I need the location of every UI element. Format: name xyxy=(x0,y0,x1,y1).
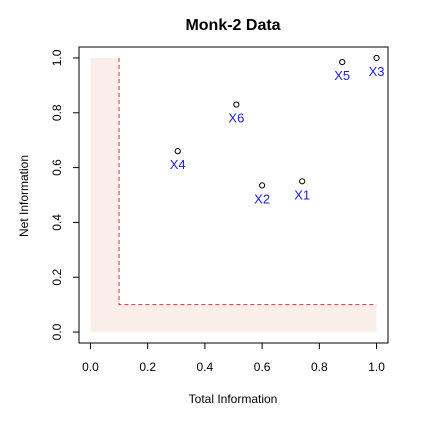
data-point xyxy=(339,58,346,66)
x-axis: 0.0 0.2 0.4 0.6 0.8 1.0 xyxy=(82,343,385,374)
data-point xyxy=(259,182,266,189)
chart-title: Monk-2 Data xyxy=(185,17,280,34)
threshold-line xyxy=(118,57,377,306)
y-tick-label: 0.0 xyxy=(50,323,64,340)
y-tick-label: 0.4 xyxy=(50,214,64,231)
data-point-label: X1 xyxy=(294,187,310,202)
plot-frame xyxy=(78,46,389,344)
data-point xyxy=(373,54,380,62)
y-tick-label: 0.2 xyxy=(50,269,64,286)
y-tick-label: 0.8 xyxy=(50,104,64,121)
data-point xyxy=(174,148,181,155)
data-point xyxy=(299,178,306,185)
x-tick-label: 0.2 xyxy=(139,360,156,374)
data-point-label: X5 xyxy=(334,68,350,83)
x-tick-label: 0.8 xyxy=(311,360,328,374)
y-tick-label: 0.6 xyxy=(50,159,64,176)
x-tick-label: 0.0 xyxy=(82,360,99,374)
data-point-label: X6 xyxy=(228,111,244,126)
data-point-label: X3 xyxy=(369,64,385,79)
y-axis: 0.0 0.2 0.4 0.6 0.8 1.0 xyxy=(50,49,79,340)
data-point-label: X2 xyxy=(254,191,270,206)
shaded-region xyxy=(90,57,377,333)
x-tick-label: 1.0 xyxy=(368,360,385,374)
y-tick-label: 1.0 xyxy=(50,49,64,66)
x-tick-label: 0.6 xyxy=(254,360,271,374)
x-axis-label: Total Information xyxy=(189,392,278,406)
data-point xyxy=(233,101,240,108)
data-point-label: X4 xyxy=(170,157,186,172)
threshold-dashed-line xyxy=(118,57,377,306)
x-tick-label: 0.4 xyxy=(197,360,214,374)
shaded-area xyxy=(90,57,377,333)
y-axis-label: Net Information xyxy=(17,155,31,237)
data-points: X1 X2 X3 X4 X5 X6 xyxy=(170,54,385,206)
